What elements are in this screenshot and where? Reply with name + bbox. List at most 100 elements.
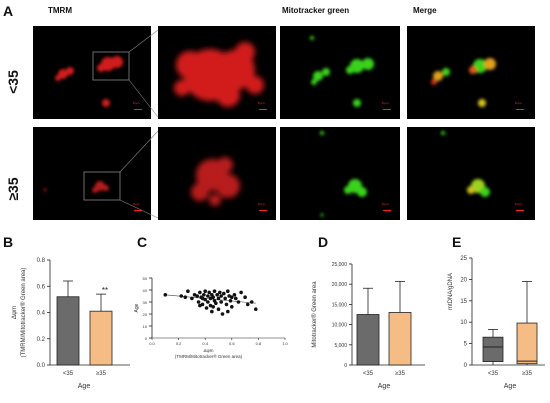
x-axis-title: Age — [504, 383, 517, 390]
scatter-point — [223, 296, 227, 301]
panel-c-letter: C — [137, 234, 148, 250]
merge-image-over35 — [407, 127, 535, 220]
scatter-point — [198, 303, 202, 308]
y-axis-title: Mitotracker® Green area — [311, 281, 318, 348]
tmrm-column-header: TMRM — [48, 6, 72, 15]
panel-e-letter: E — [452, 234, 462, 250]
scatter-point — [226, 289, 230, 293]
scatter-point — [179, 294, 184, 298]
bar-under35 — [56, 296, 80, 366]
scatter-point — [206, 294, 210, 298]
scatter-point — [216, 296, 221, 301]
y-tick-label: 20 — [460, 277, 467, 283]
scatter-point — [245, 302, 250, 307]
y-tick-label: 0.0 — [37, 363, 46, 369]
y-tick-label: 0.4 — [37, 311, 46, 317]
micrograph-grid — [33, 26, 535, 220]
bar-over35 — [89, 310, 113, 366]
y-axis-title-line1: Δψm — [12, 306, 18, 319]
y-axis-title: Age — [134, 303, 140, 312]
scatter-point — [219, 294, 223, 298]
scatter-point — [236, 300, 241, 304]
scatter-point — [224, 302, 229, 307]
x-axis-title-line2: (TMRM/Mitotracker® Green area) — [175, 353, 243, 359]
scatter-point — [220, 312, 225, 316]
y-tick-label: 30 — [143, 300, 148, 305]
scatter-point — [204, 306, 209, 310]
scatter-point — [239, 290, 243, 295]
x-tick-label: 0.6 — [229, 341, 235, 346]
scatter-point — [222, 291, 226, 296]
y-tick-label: 5 — [464, 342, 468, 348]
scale-bar-label: 8 μm — [133, 101, 140, 105]
x-axis-title-line1: Δψm — [204, 348, 214, 353]
y-tick-label: 20,000 — [332, 282, 348, 288]
x-tick-label: <35 — [63, 371, 74, 377]
box-over35 — [516, 322, 538, 365]
y-axis-title-line2: (TMRM/Mitotracker® Green area) — [20, 268, 27, 358]
y-tick-label: 0.6 — [37, 284, 46, 290]
y-tick-label: 25,000 — [332, 262, 348, 268]
scatter-point — [253, 307, 258, 311]
scatter-point — [230, 305, 234, 309]
scatter-point — [219, 300, 223, 304]
x-tick-label: <35 — [363, 371, 374, 377]
y-tick-label: 0 — [464, 363, 468, 369]
scatter-point — [228, 299, 233, 303]
scatter-point — [216, 307, 221, 311]
y-tick-label: 0.2 — [37, 337, 46, 343]
scatter-point — [215, 293, 219, 297]
x-tick-label: ≥35 — [96, 371, 107, 377]
scatter-point — [211, 305, 215, 309]
scatter-point — [196, 300, 201, 304]
scatter-point — [233, 296, 238, 301]
mitotracker-image-over35 — [280, 127, 400, 220]
scatter-point — [203, 289, 207, 293]
y-tick-label: 0 — [145, 336, 148, 341]
y-tick-label: 15,000 — [332, 302, 348, 308]
chart-d-mitotracker-bar: 0 5,000 10,000 15,000 20,000 25,000 <35 ≥35 Age M… — [311, 262, 425, 390]
scatter-point — [195, 294, 200, 298]
y-tick-label: 20 — [143, 312, 148, 317]
y-tick-label: 10,000 — [332, 323, 348, 329]
zoom-box-under35 — [92, 51, 130, 81]
scatter-point — [163, 293, 168, 297]
scatter-point — [230, 295, 234, 299]
scatter-point — [212, 289, 217, 293]
scatter-point — [249, 300, 254, 304]
chart-c-scatter: 0 10 20 30 40 50 0.0 0.2 0.4 0.6 0.8 1.0 Δψm(TMRM/Mi… — [134, 276, 289, 359]
scatter-point — [214, 301, 218, 305]
chart-b-delta-psi-bar: 0.0 0.2 0.4 0.6 0.8 <35 ≥35 ** Age Δψm (TMRM/Mitot… — [12, 258, 130, 390]
bar-over35 — [388, 312, 412, 366]
x-tick-label: ≥35 — [395, 371, 406, 377]
x-tick-label: <35 — [488, 371, 499, 377]
scatter-point — [243, 295, 247, 299]
scatter-point — [186, 289, 190, 293]
tmrm-image-under35 — [33, 26, 151, 119]
y-tick-label: 5,000 — [334, 343, 347, 349]
panel-a-letter: A — [3, 3, 14, 19]
y-tick-label: 50 — [143, 276, 148, 281]
x-tick-label: 0.8 — [256, 341, 262, 346]
scale-bar-label: 8 μm — [382, 101, 389, 105]
x-axis-title: Age — [78, 383, 91, 390]
mitotracker-image-under35 — [280, 26, 400, 119]
scatter-point — [202, 293, 206, 297]
x-tick-label: 1.0 — [282, 341, 288, 346]
scale-bar-label: 8 μm — [258, 101, 265, 105]
y-tick-label: 10 — [143, 324, 148, 329]
x-tick-label: ≥35 — [522, 371, 533, 377]
scatter-point — [190, 296, 194, 301]
scatter-point — [203, 297, 207, 302]
significance-marker: ** — [102, 286, 108, 295]
scatter-point — [232, 293, 237, 297]
scatter-point — [210, 309, 214, 314]
scale-bar-label: 8 μm — [133, 202, 140, 206]
x-tick-label: 0.2 — [176, 341, 182, 346]
scatter-point — [183, 295, 188, 299]
y-axis-title: mtDNA/gDNA — [448, 273, 454, 310]
y-tick-label: 0 — [344, 363, 347, 369]
y-tick-label: 25 — [460, 256, 467, 262]
scale-bar-label: 8 μm — [382, 202, 389, 206]
y-tick-label: 15 — [460, 299, 467, 305]
